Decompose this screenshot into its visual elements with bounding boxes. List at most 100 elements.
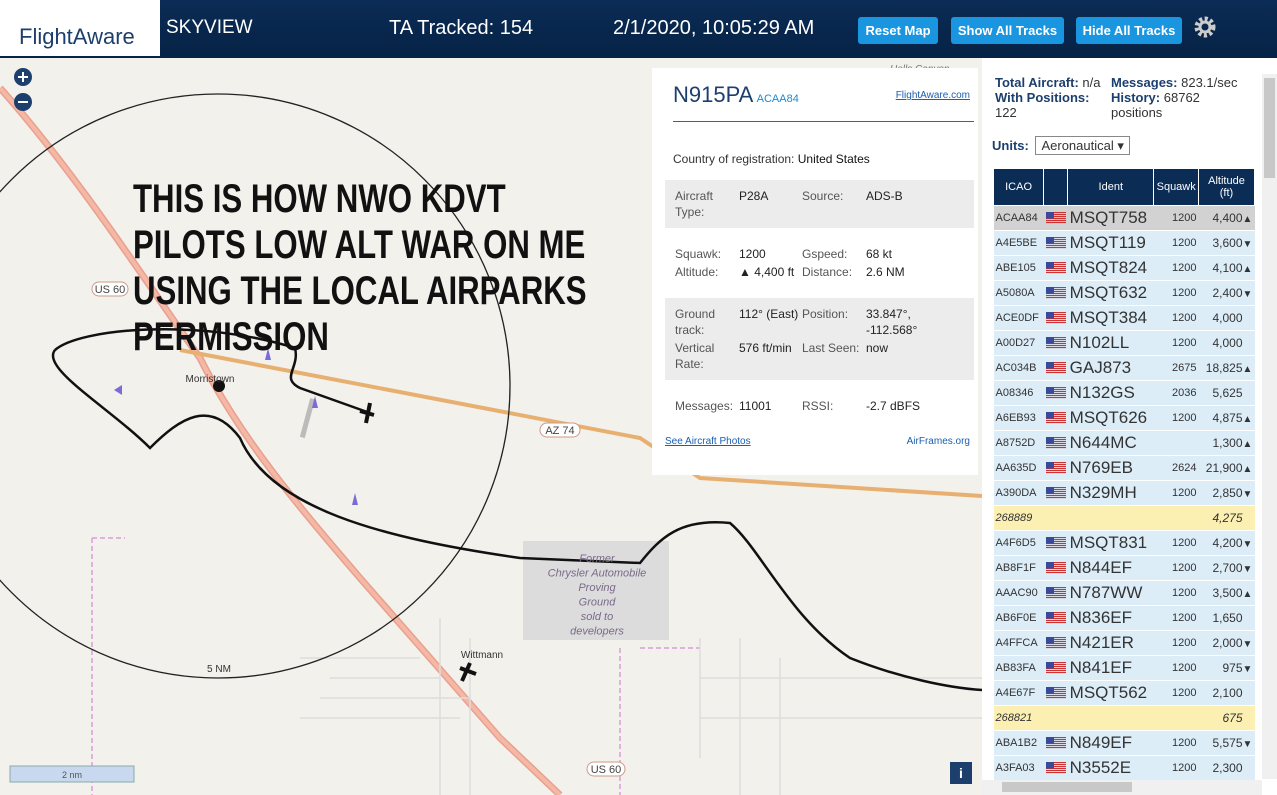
altitude: 4,000 <box>1198 330 1255 356</box>
scrollbar[interactable] <box>1262 74 1277 779</box>
altitude-text: 4,275 <box>1212 511 1243 525</box>
trend: ▼ <box>1242 564 1253 575</box>
ident-text: MSQT384 <box>1069 308 1148 327</box>
altitude: 3,600▼ <box>1198 230 1255 256</box>
flag-stripe <box>1045 222 1066 224</box>
flag-stripe <box>1045 695 1066 697</box>
icao: ABA1B2 <box>993 730 1044 756</box>
aircraft-row[interactable]: A6EB93 MSQT626 1200 4,875▲ <box>993 405 1255 431</box>
altitude: 4,200▼ <box>1198 530 1255 556</box>
squawk: 1200 <box>1153 755 1199 781</box>
field-label: Position: <box>802 307 849 321</box>
flag-stripe <box>1045 472 1066 474</box>
aircraft-row[interactable]: AA635D N769EB 2624 21,900▲ <box>993 455 1255 481</box>
button[interactable]: Reset Map <box>858 17 938 44</box>
squawk-text: 1200 <box>1172 237 1197 249</box>
annotation-line: THIS IS HOW NWO KDVT <box>133 177 506 221</box>
trend: ▼ <box>1242 489 1253 500</box>
settings-icon[interactable] <box>1193 15 1217 39</box>
flag <box>1045 537 1066 549</box>
flag-cell <box>1043 730 1068 756</box>
ident: N844EF <box>1067 555 1154 581</box>
flag-cell <box>1043 355 1068 381</box>
link[interactable]: FlightAware.com <box>895 90 970 101</box>
aircraft-row[interactable]: A3FA03 N3552E 1200 2,300 <box>993 755 1255 781</box>
ident: N841EF <box>1067 655 1154 681</box>
squawk: 1200 <box>1153 480 1199 506</box>
ident-text: N3552E <box>1069 758 1132 777</box>
squawk-text: 1200 <box>1172 687 1197 699</box>
aircraft-row[interactable]: ACE0DF MSQT384 1200 4,000 <box>993 305 1255 331</box>
flag-stripe <box>1045 441 1066 443</box>
aircraft-row[interactable]: A4E5BE MSQT119 1200 3,600▼ <box>993 230 1255 256</box>
units-select[interactable]: Aeronautical ▾ <box>1035 136 1130 155</box>
field-value: 11001 <box>739 399 772 413</box>
flag <box>1045 462 1066 474</box>
aircraft-row[interactable]: A5080A MSQT632 1200 2,400▼ <box>993 280 1255 306</box>
field-value: 2.6 NM <box>866 265 905 279</box>
icao: AB83FA <box>993 655 1044 681</box>
button[interactable]: Hide All Tracks <box>1076 17 1182 44</box>
flag-stripe <box>1045 666 1066 668</box>
ident-text: MSQT626 <box>1069 408 1148 427</box>
aircraft-row[interactable]: AB6F0E N836EF 1200 1,650 <box>993 605 1255 631</box>
aircraft-popup: N915PA ACAA84 FlightAware.com Country of… <box>652 68 978 475</box>
link[interactable]: AirFrames.org <box>906 436 970 447</box>
link[interactable]: See Aircraft Photos <box>665 436 751 447</box>
aircraft-row[interactable]: A00D27 N102LL 1200 4,000 <box>993 330 1255 356</box>
flag-canton <box>1045 437 1054 444</box>
altitude-text: 1,300 <box>1212 436 1243 450</box>
flag-stripe <box>1045 295 1066 297</box>
aircraft-row[interactable]: A08346 N132GS 2036 5,625 <box>993 380 1255 406</box>
ident-text: N421ER <box>1069 633 1134 652</box>
ident-text: MSQT562 <box>1069 683 1148 702</box>
place-label: Proving <box>578 582 616 594</box>
trend: ▼ <box>1242 739 1253 750</box>
sidebar: Total Aircraft: n/a Messages: 823.1/sec Wi… <box>982 58 1277 795</box>
flag <box>1045 762 1066 774</box>
flag-stripe <box>1045 647 1066 649</box>
annotation-line: PILOTS LOW ALT WAR ON ME <box>133 223 586 267</box>
annotation: THIS IS HOW NWO KDVT PILOTS LOW ALT WAR O… <box>133 176 587 360</box>
field-label: Distance: <box>802 265 853 279</box>
header: FlightAware SKYVIEW TA Tracked: 154 2/1/… <box>0 0 1277 58</box>
icao: AC034B <box>993 355 1044 381</box>
squawk-text: 1200 <box>1172 337 1197 349</box>
altitude: 21,900▲ <box>1198 455 1255 481</box>
logo[interactable]: FlightAware <box>0 0 160 56</box>
column-header: Squawk <box>1153 168 1199 206</box>
flag-stripe <box>1045 762 1066 764</box>
squawk-text: 1200 <box>1172 412 1197 424</box>
squawk-text: 1200 <box>1172 312 1197 324</box>
aircraft-row[interactable]: A4E67F MSQT562 1200 2,100 <box>993 680 1255 706</box>
popup-section: Squawk: 1200 Gspeed: 68 kt Altitude: ▲ 4,400 … <box>665 238 974 288</box>
aircraft-row[interactable]: ABE105 MSQT824 1200 4,100▲ <box>993 255 1255 281</box>
trend: ▲ <box>1242 589 1253 600</box>
ident <box>1067 705 1154 731</box>
field-label: Altitude: <box>675 265 719 279</box>
flag-stripe <box>1045 493 1066 495</box>
aircraft-row[interactable]: A4F6D5 MSQT831 1200 4,200▼ <box>993 530 1255 556</box>
aircraft-row[interactable]: AB83FA N841EF 1200 975▼ <box>993 655 1255 681</box>
aircraft-row[interactable]: ACAA84 MSQT758 1200 4,400▲ <box>993 205 1255 231</box>
aircraft-row[interactable]: A390DA N329MH 1200 2,850▼ <box>993 480 1255 506</box>
aircraft-row[interactable]: AB8F1F N844EF 1200 2,700▼ <box>993 555 1255 581</box>
squawk-text: 1200 <box>1172 637 1197 649</box>
scrollbar[interactable] <box>982 780 1262 795</box>
field-label: Squawk: <box>675 247 722 261</box>
aircraft-row[interactable]: 268821 675 <box>993 705 1255 731</box>
flag <box>1045 662 1066 674</box>
aircraft-row[interactable]: AAAC90 N787WW 1200 3,500▲ <box>993 580 1255 606</box>
ident: N787WW <box>1067 580 1154 606</box>
aircraft-row[interactable]: A4FFCA N421ER 1200 2,000▼ <box>993 630 1255 656</box>
aircraft-row[interactable]: AC034B GAJ873 2675 18,825▲ <box>993 355 1255 381</box>
icao: A4E5BE <box>993 230 1044 256</box>
aircraft-row[interactable]: 268889 4,275 <box>993 505 1255 531</box>
info-icon[interactable]: i <box>959 765 963 781</box>
aircraft-row[interactable]: ABA1B2 N849EF 1200 5,575▼ <box>993 730 1255 756</box>
button[interactable]: Show All Tracks <box>951 17 1064 44</box>
trend-slot: ▲ <box>1243 464 1253 475</box>
flag-cell <box>1043 405 1068 431</box>
road-label: AZ 74 <box>545 425 574 437</box>
aircraft-row[interactable]: A8752D N644MC 1,300▲ <box>993 430 1255 456</box>
